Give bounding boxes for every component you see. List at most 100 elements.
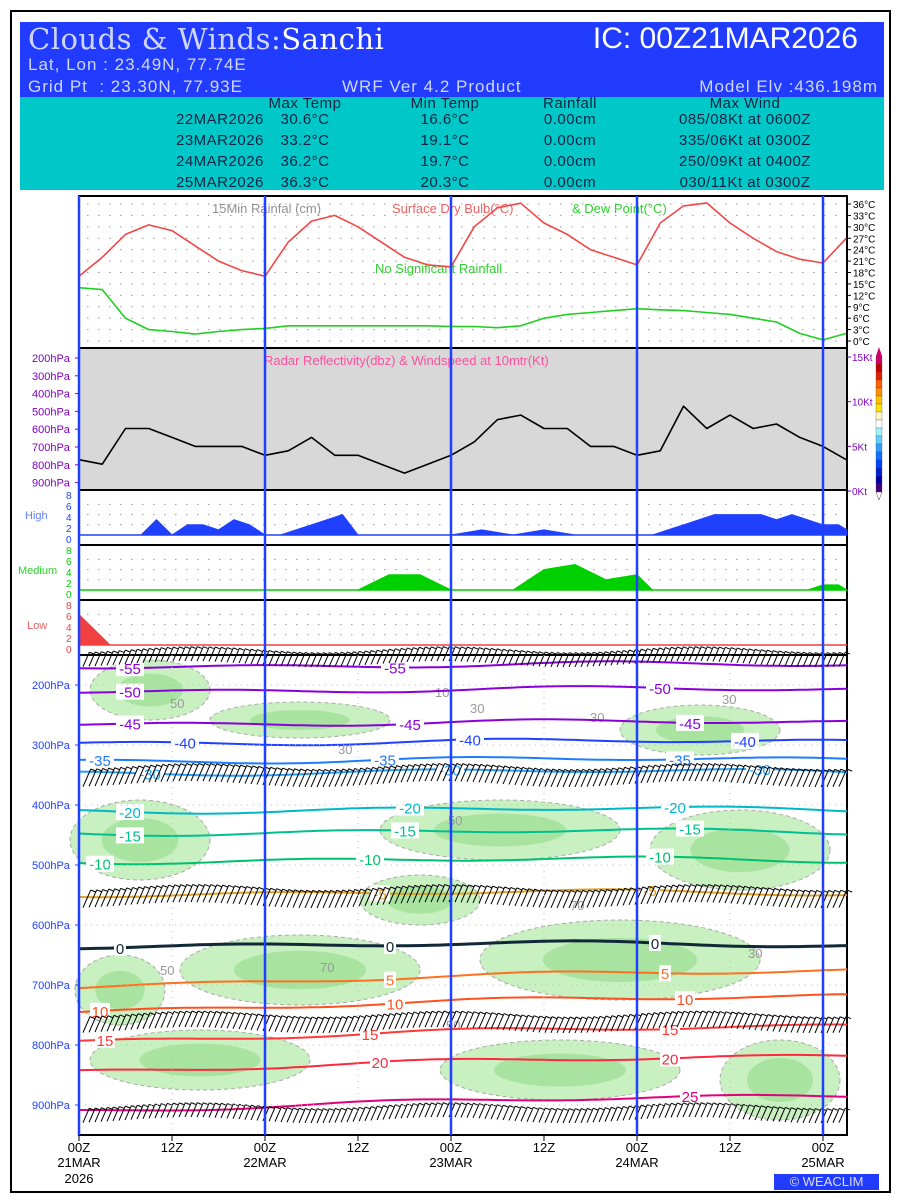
wind-barb [292, 1016, 301, 1033]
wind-barb [238, 648, 246, 664]
wind-barb [664, 763, 674, 782]
wind-barb-flag [761, 649, 766, 652]
wind-barb [544, 889, 554, 908]
wind-barb-flag [738, 885, 745, 889]
wind-barb [670, 646, 678, 662]
wind-barb [742, 765, 752, 784]
wind-barb [178, 1010, 187, 1028]
isotherm-label: -15 [679, 822, 701, 839]
wind-barb [628, 887, 638, 906]
wind-barb-flag [444, 883, 451, 888]
wind-barb [472, 1011, 481, 1029]
isotherm-label-bg [356, 851, 384, 868]
wind-barb [172, 763, 182, 782]
wind-barb [454, 646, 462, 662]
wind-barb-flag [726, 884, 733, 888]
wind-barb [472, 764, 482, 783]
hpa-label: 400hPa [32, 389, 71, 401]
hpa-label: 500hPa [32, 860, 71, 872]
wind-barb [94, 1015, 103, 1033]
frame [10, 10, 891, 1193]
wind-barb [736, 885, 746, 904]
wind-barb [418, 1102, 426, 1118]
wind-barb [496, 1013, 505, 1030]
wind-barb [208, 1102, 216, 1118]
wind-barb-flag [192, 762, 199, 767]
wind-barb [784, 651, 792, 667]
wind-barb [280, 889, 290, 908]
wind-barb [130, 886, 140, 905]
wind-barb [730, 647, 738, 663]
row-date: 22MAR2026 [176, 111, 264, 128]
wind-barb-flag [713, 1102, 718, 1106]
wind-barb-flag [137, 1104, 142, 1108]
wind-barb [724, 1103, 732, 1119]
isotherm-label: -35 [669, 752, 691, 769]
wind-barb-flag [593, 1107, 598, 1111]
rh-label: 30 [590, 710, 604, 725]
wind-barb-flag [516, 766, 523, 770]
wind-barb [706, 1011, 715, 1028]
isotherm-label: 0 [116, 941, 124, 958]
wind-barb-flag [828, 768, 835, 773]
wind-barb [172, 884, 182, 903]
wind-barb [424, 763, 434, 782]
wind-barb [118, 649, 126, 665]
wind-barb-flag [527, 1106, 532, 1110]
wind-barb [790, 889, 800, 908]
wind-barb-flag [767, 1014, 774, 1017]
wind-barb-flag [768, 766, 775, 770]
rh-label: 10 [435, 685, 449, 700]
wind-barb [376, 649, 384, 665]
wind-barb-flag [203, 1010, 210, 1014]
wind-barb [442, 646, 450, 662]
wind-barb-flag [599, 651, 604, 655]
wind-barb-flag [509, 1105, 514, 1108]
okta-label: 6 [66, 557, 72, 568]
wind-barb-flag [581, 652, 586, 655]
wind-barb-flag [192, 883, 199, 888]
wind-barb-flag [149, 1012, 156, 1016]
wind-barb-flag [653, 1012, 660, 1016]
wind-barb [526, 1107, 534, 1122]
wind-barb [130, 649, 138, 664]
cloud-level-label: Medium [18, 565, 57, 577]
wind-barb [178, 1102, 186, 1118]
temperature-panel [78, 195, 848, 349]
x-tick-time: 12Z [719, 1140, 741, 1155]
wind-barb-flag [647, 1104, 652, 1107]
wind-barb [520, 1106, 528, 1122]
okta-label: 8 [66, 546, 72, 557]
wind-barb [760, 766, 770, 785]
wind-barb [760, 1105, 768, 1121]
isotherm-label-bg [456, 731, 484, 748]
wind-barb-flag [779, 1106, 784, 1110]
wind-barb [490, 648, 498, 664]
wind-barb-flag [281, 1015, 288, 1019]
wind-barb [724, 764, 734, 783]
wind-barb-flag [197, 1102, 202, 1105]
x-tick-time: 12Z [533, 1140, 555, 1155]
wind-barb-flag [185, 646, 190, 649]
wind-barb-flag [702, 762, 709, 767]
wind-barb [346, 651, 354, 667]
wind-barb [808, 890, 818, 909]
wind-barb-flag [257, 649, 262, 652]
isotherm-line [78, 805, 848, 815]
wind-barb [628, 1013, 637, 1031]
wind-barb-flag [611, 1106, 616, 1110]
wind-barb-flag [167, 1011, 174, 1015]
wind-barb [274, 767, 284, 786]
wind-barb [334, 1108, 342, 1123]
wind-barb [520, 1015, 529, 1032]
wind-barb [730, 764, 740, 783]
wind-barb-flag [683, 1010, 690, 1014]
wind-barb [538, 651, 546, 667]
wind-barb [436, 763, 446, 782]
wind-barb [406, 764, 416, 783]
wind-barb [250, 649, 258, 665]
wind-barb-flag [509, 649, 514, 652]
wind-barb [556, 652, 564, 668]
wind-barb-flag [203, 1102, 208, 1105]
